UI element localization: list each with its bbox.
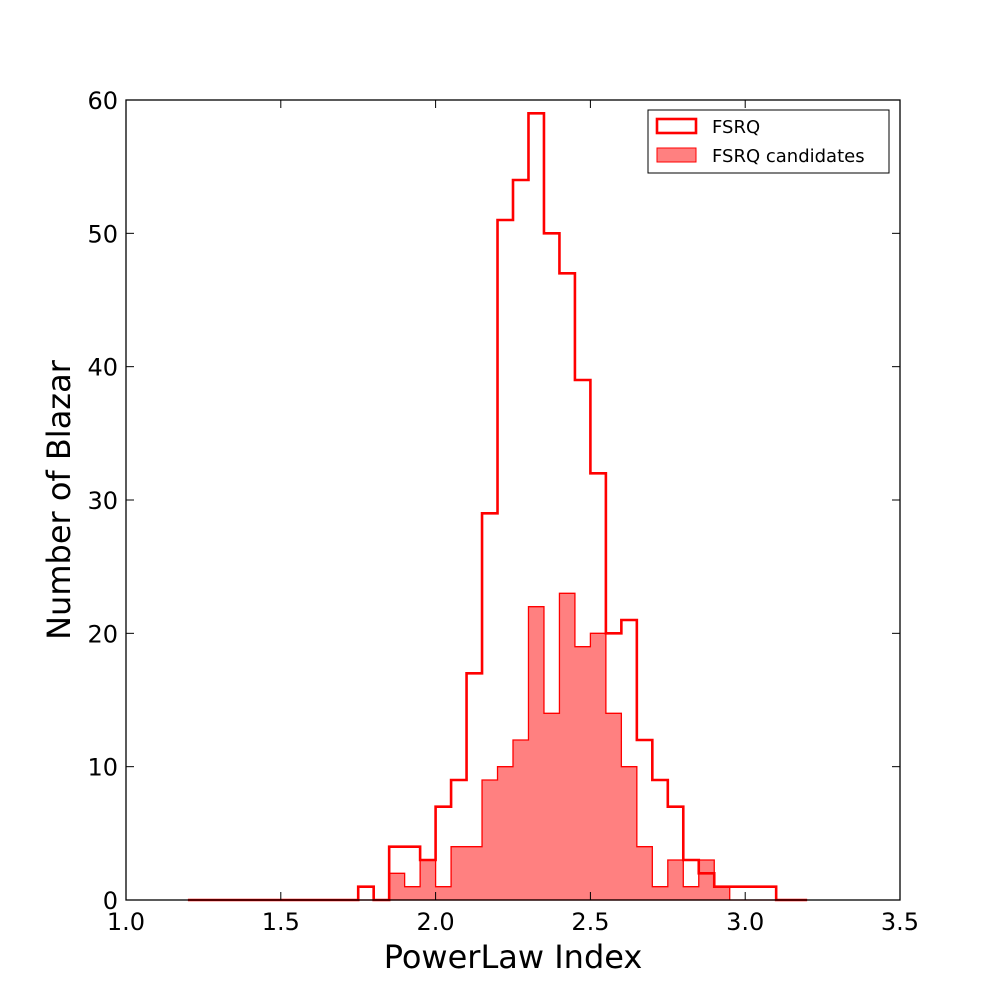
bar-fsrq bbox=[730, 887, 745, 900]
legend-swatch-fsrq-candidates bbox=[656, 147, 697, 163]
plot-area bbox=[187, 112, 808, 902]
legend-label-fsrq-candidates: FSRQ candidates bbox=[712, 146, 865, 167]
y-axis-title: Number of Blazar bbox=[40, 359, 78, 640]
x-tick-label: 2.5 bbox=[571, 908, 609, 936]
bar-fsrq bbox=[436, 807, 451, 900]
y-tick-label: 50 bbox=[87, 220, 118, 248]
x-tick-label: 3.5 bbox=[881, 908, 919, 936]
x-tick-label: 2.0 bbox=[417, 908, 455, 936]
legend-label-fsrq: FSRQ bbox=[712, 117, 760, 138]
legend-swatch-fsrq bbox=[655, 117, 698, 135]
x-axis-title: PowerLaw Index bbox=[384, 938, 643, 976]
y-tick-label: 40 bbox=[87, 354, 118, 382]
y-tick-label: 30 bbox=[87, 487, 118, 515]
bar-fsrq bbox=[652, 780, 667, 900]
y-tick-label: 20 bbox=[87, 620, 118, 648]
legend: FSRQ FSRQ candidates bbox=[647, 109, 890, 174]
bar-fsrq bbox=[761, 887, 776, 900]
axis-ticks: 1.0 1.5 2.0 2.5 3.0 3.5 0 10 20 30 40 50 60 bbox=[87, 87, 919, 936]
bar-fsrq bbox=[358, 887, 373, 900]
x-tick-label: 1.5 bbox=[262, 908, 300, 936]
y-tick-label: 10 bbox=[87, 754, 118, 782]
bar-fsrq bbox=[745, 887, 760, 900]
x-tick-label: 1.0 bbox=[107, 908, 145, 936]
series-fsrq-candidates-area bbox=[187, 592, 808, 901]
y-tick-label: 60 bbox=[87, 87, 118, 115]
x-tick-label: 3.0 bbox=[726, 908, 764, 936]
y-tick-label: 0 bbox=[103, 887, 118, 915]
